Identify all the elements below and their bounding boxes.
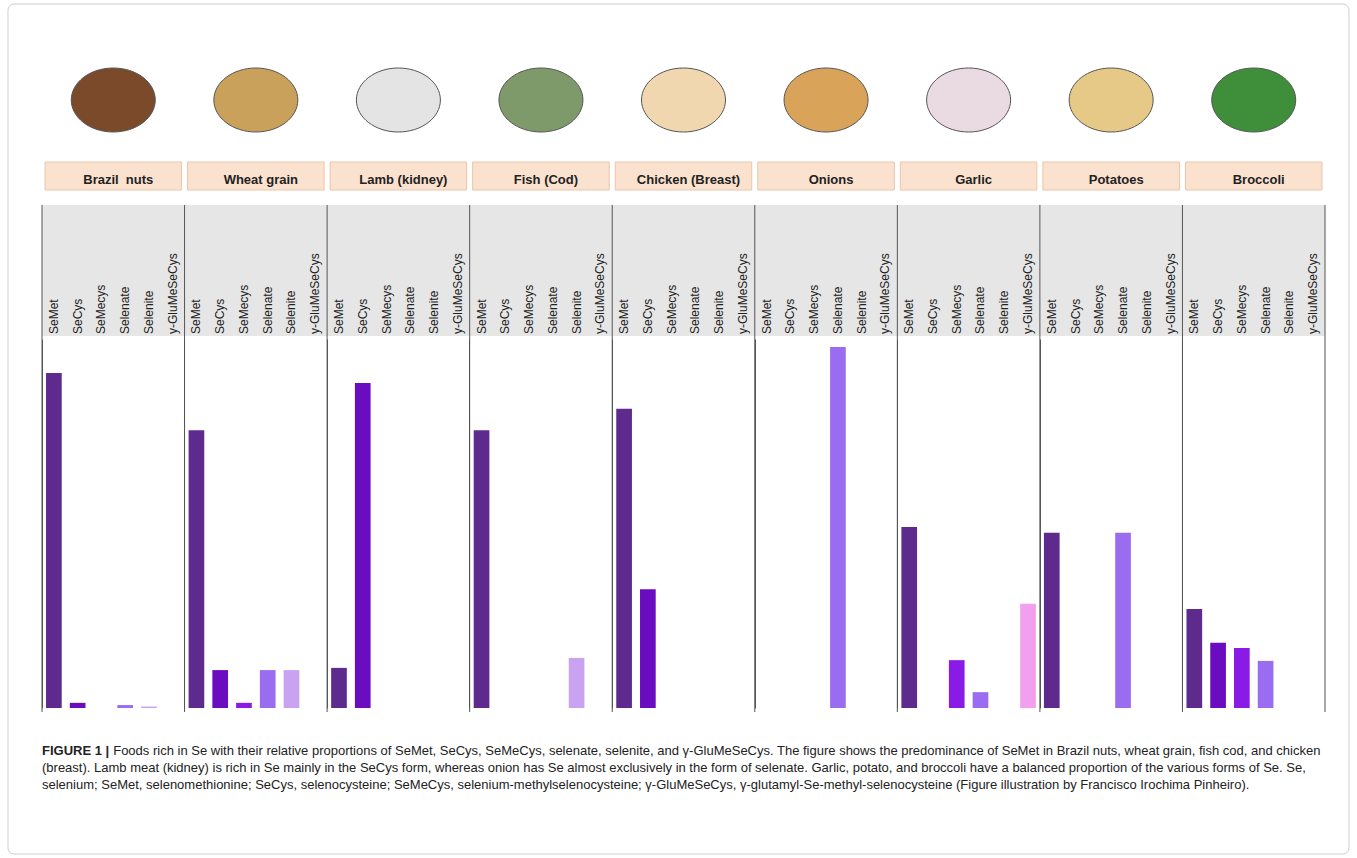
svg-text:SeMecys: SeMecys bbox=[1235, 285, 1249, 334]
svg-text:SeMet: SeMet bbox=[1187, 299, 1201, 334]
svg-text:SeMet: SeMet bbox=[1045, 299, 1059, 334]
svg-text:Potatoes: Potatoes bbox=[1089, 172, 1144, 187]
svg-text:Selenate: Selenate bbox=[688, 286, 702, 334]
svg-text:y-GluMeSeCys: y-GluMeSeCys bbox=[878, 253, 892, 334]
svg-text:SeCys: SeCys bbox=[926, 299, 940, 334]
svg-text:Selenite: Selenite bbox=[1282, 290, 1296, 334]
svg-text:Selenite: Selenite bbox=[142, 290, 156, 334]
svg-text:Selenate: Selenate bbox=[1259, 286, 1273, 334]
svg-text:SeCys: SeCys bbox=[641, 299, 655, 334]
html-text:FIGURE 1 | Foods rich in Se wi: FIGURE 1 | Foods rich in Se with their r… bbox=[42, 743, 1321, 792]
svg-text:y-GluMeSeCys: y-GluMeSeCys bbox=[308, 253, 322, 334]
svg-text:Selenate: Selenate bbox=[1116, 286, 1130, 334]
svg-text:Selenite: Selenite bbox=[427, 290, 441, 334]
svg-text:y-GluMeSeCys: y-GluMeSeCys bbox=[166, 253, 180, 334]
svg-text:SeMet: SeMet bbox=[902, 299, 916, 334]
svg-text:Onions: Onions bbox=[809, 172, 854, 187]
svg-text:y-GluMeSeCys: y-GluMeSeCys bbox=[1021, 253, 1035, 334]
svg-text:SeCys: SeCys bbox=[71, 299, 85, 334]
svg-text:SeCys: SeCys bbox=[1069, 299, 1083, 334]
svg-text:y-GluMeSeCys: y-GluMeSeCys bbox=[736, 253, 750, 334]
svg-text:Brazil nuts: Brazil nuts bbox=[83, 172, 153, 187]
svg-text:Selenate: Selenate bbox=[831, 286, 845, 334]
svg-text:Fish (Cod): Fish (Cod) bbox=[514, 172, 578, 187]
svg-text:SeMet: SeMet bbox=[47, 299, 61, 334]
svg-text:SeMecys: SeMecys bbox=[94, 285, 108, 334]
svg-text:Chicken (Breast): Chicken (Breast) bbox=[637, 172, 740, 187]
svg-text:SeMecys: SeMecys bbox=[380, 285, 394, 334]
svg-text:Selenite: Selenite bbox=[284, 290, 298, 334]
svg-text:SeMecys: SeMecys bbox=[1092, 285, 1106, 334]
svg-text:SeMet: SeMet bbox=[760, 299, 774, 334]
svg-text:SeMecys: SeMecys bbox=[237, 285, 251, 334]
svg-text:Selenate: Selenate bbox=[118, 286, 132, 334]
svg-text:SeMet: SeMet bbox=[332, 299, 346, 334]
svg-text:y-GluMeSeCys: y-GluMeSeCys bbox=[1164, 253, 1178, 334]
svg-text:SeMet: SeMet bbox=[617, 299, 631, 334]
svg-text:Garlic: Garlic bbox=[955, 172, 992, 187]
svg-text:Selenite: Selenite bbox=[570, 290, 584, 334]
svg-text:Selenate: Selenate bbox=[546, 286, 560, 334]
svg-text:Wheat grain: Wheat grain bbox=[224, 172, 298, 187]
svg-text:Broccoli: Broccoli bbox=[1233, 172, 1285, 187]
svg-text:y-GluMeSeCys: y-GluMeSeCys bbox=[451, 253, 465, 334]
svg-text:Selenite: Selenite bbox=[1140, 290, 1154, 334]
svg-text:SeMet: SeMet bbox=[475, 299, 489, 334]
svg-text:Selenate: Selenate bbox=[261, 286, 275, 334]
svg-text:SeMecys: SeMecys bbox=[522, 285, 536, 334]
svg-text:SeCys: SeCys bbox=[783, 299, 797, 334]
svg-text:y-GluMeSeCys: y-GluMeSeCys bbox=[593, 253, 607, 334]
svg-text:SeMecys: SeMecys bbox=[950, 285, 964, 334]
svg-text:SeCys: SeCys bbox=[213, 299, 227, 334]
svg-text:Selenite: Selenite bbox=[855, 290, 869, 334]
svg-text:Lamb (kidney): Lamb (kidney) bbox=[359, 172, 447, 187]
svg-text:Selenite: Selenite bbox=[997, 290, 1011, 334]
svg-text:SeCys: SeCys bbox=[1211, 299, 1225, 334]
svg-text:SeMecys: SeMecys bbox=[807, 285, 821, 334]
svg-text:Selenate: Selenate bbox=[973, 286, 987, 334]
svg-text:SeCys: SeCys bbox=[356, 299, 370, 334]
svg-text:SeCys: SeCys bbox=[498, 299, 512, 334]
svg-text:Selenite: Selenite bbox=[712, 290, 726, 334]
svg-text:SeMet: SeMet bbox=[189, 299, 203, 334]
svg-text:SeMecys: SeMecys bbox=[665, 285, 679, 334]
svg-text:y-GluMeSeCys: y-GluMeSeCys bbox=[1306, 253, 1320, 334]
svg-text:Selenate: Selenate bbox=[403, 286, 417, 334]
